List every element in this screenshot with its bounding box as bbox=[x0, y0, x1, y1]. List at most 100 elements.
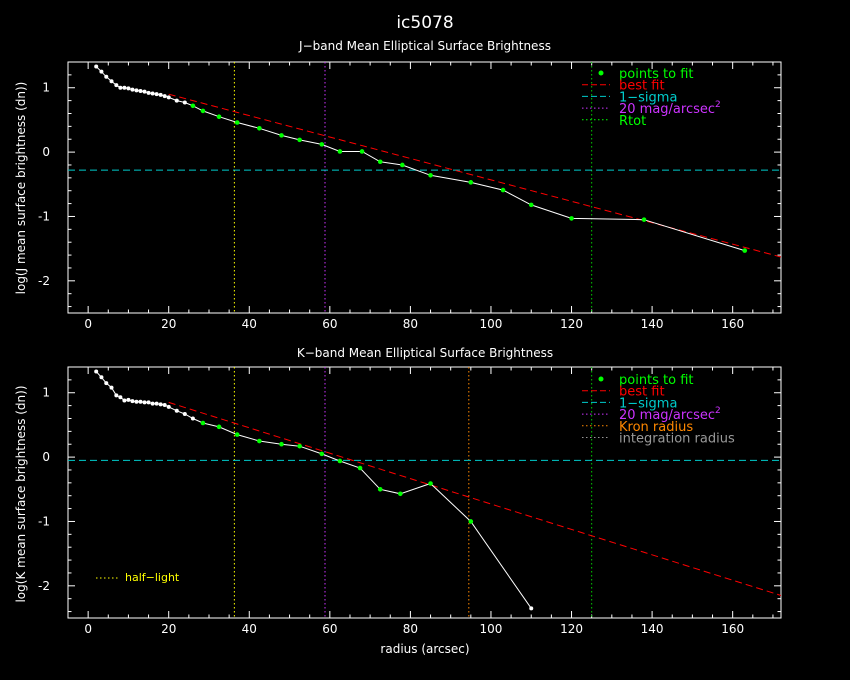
figure-title: ic5078 bbox=[396, 13, 453, 33]
profile-point bbox=[154, 401, 159, 406]
fit-point bbox=[337, 458, 343, 464]
fit-point bbox=[500, 187, 506, 193]
profile-point bbox=[182, 100, 187, 105]
fit-point bbox=[216, 424, 222, 430]
profile-point bbox=[109, 385, 114, 390]
x-tick-label: 100 bbox=[480, 317, 503, 331]
j-band-ylabel: log(J mean surface brightness (dn)) bbox=[14, 82, 28, 295]
plot-area bbox=[68, 367, 781, 618]
y-tick-label: -2 bbox=[38, 579, 50, 593]
fit-point bbox=[279, 133, 284, 138]
legend-label-points-to-fit: points to fit bbox=[619, 67, 694, 82]
j-band-title: J−band Mean Elliptical Surface Brightnes… bbox=[298, 39, 551, 53]
profile-point bbox=[138, 399, 143, 404]
fit-point bbox=[377, 159, 383, 165]
profile-point bbox=[126, 397, 131, 402]
k-band-ylabel: log(K mean surface brightness (dn)) bbox=[14, 385, 28, 602]
profile-point bbox=[146, 400, 151, 405]
best-fit-line bbox=[168, 93, 781, 258]
profile-point bbox=[166, 95, 171, 100]
fit-point bbox=[319, 142, 325, 147]
y-tick-label: -1 bbox=[38, 514, 50, 528]
fit-point bbox=[377, 486, 383, 492]
legend-superscript: 2 bbox=[715, 100, 721, 110]
profile-point bbox=[122, 85, 127, 90]
legend-label-best-fit: best fit bbox=[619, 385, 665, 400]
profile-point bbox=[134, 399, 139, 404]
best-fit-line bbox=[168, 401, 781, 596]
plot-frame bbox=[67, 61, 782, 314]
fit-point bbox=[279, 441, 284, 447]
x-tick-label: 120 bbox=[560, 317, 583, 331]
x-tick-label: 140 bbox=[641, 622, 664, 636]
fit-point bbox=[468, 180, 474, 185]
profile-point bbox=[150, 91, 155, 96]
legend-label-1-sigma: 1−sigma bbox=[619, 396, 677, 411]
x-tick-label: 140 bbox=[641, 317, 664, 331]
legend-marker-points-to-fit bbox=[598, 70, 604, 76]
y-tick-label: -1 bbox=[38, 209, 50, 223]
profile-point bbox=[130, 87, 135, 92]
legend-label-best-fit: best fit bbox=[619, 79, 665, 94]
y-tick-label: 0 bbox=[42, 145, 50, 159]
profile-point bbox=[104, 74, 109, 79]
fit-point bbox=[200, 420, 206, 426]
k-band-xlabel: radius (arcsec) bbox=[380, 642, 469, 656]
profile-point bbox=[138, 88, 143, 93]
y-tick-label: -2 bbox=[38, 274, 50, 288]
fit-point bbox=[468, 519, 474, 524]
x-tick-label: 20 bbox=[161, 317, 176, 331]
fit-point bbox=[297, 137, 302, 143]
profile-point bbox=[154, 92, 159, 97]
fit-point bbox=[190, 103, 196, 109]
profile-point bbox=[94, 64, 99, 69]
x-tick-label: 20 bbox=[161, 622, 176, 636]
fit-point bbox=[569, 216, 574, 221]
profile-point bbox=[190, 416, 195, 421]
profile-point bbox=[114, 393, 119, 398]
x-tick-label: 0 bbox=[84, 317, 92, 331]
legend-superscript: 2 bbox=[715, 406, 721, 416]
half-light-legend-label: half−light bbox=[125, 571, 180, 584]
profile-point bbox=[174, 408, 179, 413]
x-tick-label: 120 bbox=[560, 622, 583, 636]
fit-point bbox=[319, 451, 325, 457]
profile-point bbox=[134, 88, 139, 93]
k-band-panel: K−band Mean Elliptical Surface Brightnes… bbox=[14, 346, 782, 656]
k-band-title: K−band Mean Elliptical Surface Brightnes… bbox=[297, 346, 553, 360]
profile-point bbox=[158, 92, 163, 97]
j-band-panel: J−band Mean Elliptical Surface Brightnes… bbox=[14, 39, 782, 331]
plot-frame bbox=[67, 366, 782, 619]
x-tick-label: 60 bbox=[322, 317, 337, 331]
profile-point bbox=[99, 375, 104, 380]
fit-point bbox=[398, 491, 403, 497]
fit-point bbox=[234, 120, 240, 125]
y-tick-label: 1 bbox=[42, 386, 50, 400]
profile-point bbox=[114, 83, 119, 88]
legend-label-20-mag-arcsec: 20 mag/arcsec2 bbox=[619, 406, 721, 423]
legend-marker-points-to-fit bbox=[598, 376, 604, 382]
legend-label-20-mag-arcsec: 20 mag/arcsec2 bbox=[619, 100, 721, 117]
profile-point bbox=[162, 402, 167, 407]
profile-point bbox=[529, 606, 534, 611]
fit-point bbox=[200, 108, 206, 114]
legend-label-integration-radius: integration radius bbox=[619, 432, 735, 447]
fit-point bbox=[528, 202, 534, 208]
fit-point bbox=[400, 162, 405, 168]
y-tick-label: 0 bbox=[42, 450, 50, 464]
profile-point bbox=[142, 400, 147, 405]
fit-point bbox=[337, 149, 343, 154]
x-tick-label: 40 bbox=[242, 622, 257, 636]
fit-point bbox=[428, 172, 433, 178]
x-tick-label: 80 bbox=[403, 622, 418, 636]
profile-point bbox=[118, 395, 123, 400]
fit-point bbox=[297, 443, 302, 449]
legend-label-rtot: Rtot bbox=[619, 114, 646, 129]
profile-point bbox=[126, 86, 131, 91]
y-tick-label: 1 bbox=[42, 81, 50, 95]
fit-point bbox=[257, 438, 262, 444]
